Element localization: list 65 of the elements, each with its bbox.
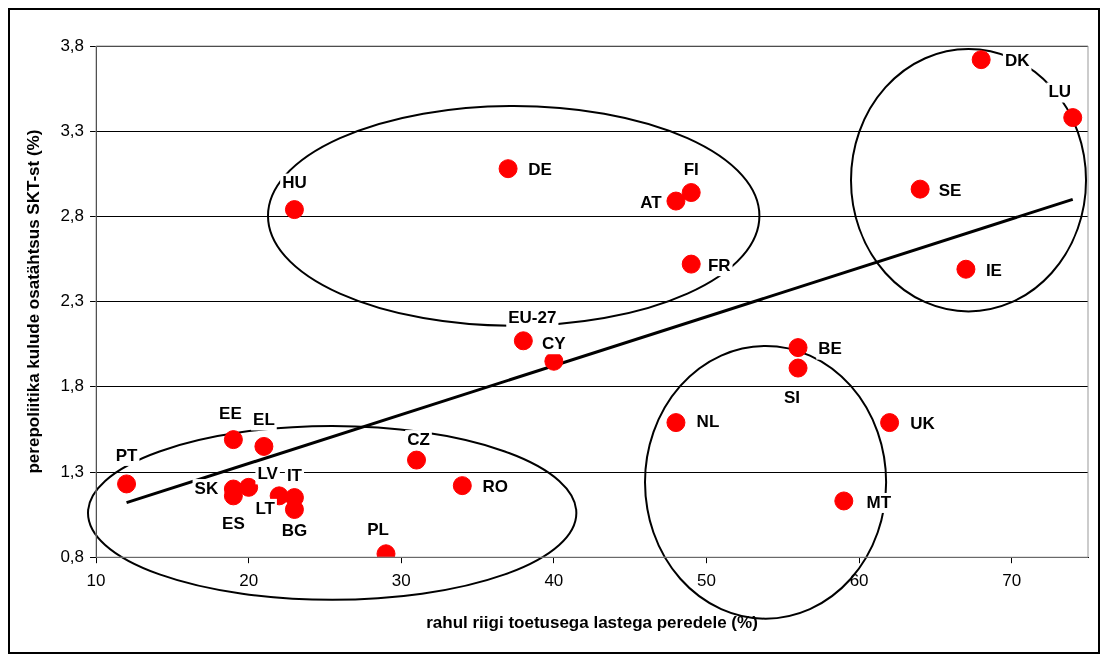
annotation: EU-27 <box>508 308 557 328</box>
annotation: CZ <box>407 429 430 449</box>
point <box>910 179 930 199</box>
point <box>254 436 274 456</box>
annotation: MT <box>866 492 892 512</box>
x-tick-label: 50 <box>697 571 716 591</box>
annotation: EL <box>253 410 275 430</box>
point <box>117 474 137 494</box>
point <box>513 331 533 351</box>
annotation: SE <box>938 180 962 200</box>
point <box>788 358 808 378</box>
annotation: PL <box>367 520 389 540</box>
point <box>498 159 518 179</box>
annotation: LV <box>257 464 279 484</box>
x-tick-label: 70 <box>1002 571 1022 591</box>
annotation: FR <box>707 255 731 275</box>
annotation: PT <box>115 445 139 465</box>
annotation: DE <box>528 160 552 180</box>
y-tick-label: 2,8 <box>60 206 85 226</box>
annotation: AT <box>640 192 663 212</box>
y-tick-label: 1,3 <box>60 461 85 481</box>
point <box>1063 108 1083 128</box>
x-axis-title: rahul riigi toetusega lastega peredele (%) <box>426 613 758 633</box>
annotation: ES <box>222 513 245 533</box>
point <box>284 200 304 220</box>
annotation: IT <box>286 466 303 486</box>
y-tick-label: 2,3 <box>60 291 85 311</box>
annotation: SI <box>784 387 801 407</box>
x-tick-label: 30 <box>391 571 411 591</box>
x-tick-label: 20 <box>239 571 259 591</box>
x-tick-label: 10 <box>86 571 106 591</box>
point <box>666 191 686 211</box>
annotation: DK <box>1004 51 1031 71</box>
x-tick-label: 40 <box>544 571 564 591</box>
point <box>971 50 991 70</box>
point <box>880 413 900 433</box>
annotation: BG <box>281 521 308 541</box>
point <box>834 491 854 511</box>
point <box>681 254 701 274</box>
point <box>956 259 976 279</box>
annotation: UK <box>910 414 936 434</box>
point <box>239 477 259 497</box>
point <box>681 183 701 203</box>
annotation: RO <box>482 477 509 497</box>
point <box>223 430 243 450</box>
annotation: IE <box>985 260 1002 280</box>
y-tick-label: 3,3 <box>60 120 85 140</box>
y-tick-label: 0,8 <box>60 546 85 566</box>
annotation: CY <box>542 333 567 353</box>
point <box>544 351 564 371</box>
y-tick-label: 3,8 <box>60 35 85 55</box>
annotation: LU <box>1048 82 1072 102</box>
annotation: FI <box>683 160 699 180</box>
point <box>666 413 686 433</box>
annotation: NL <box>696 412 720 432</box>
y-tick-label: 1,8 <box>60 376 85 396</box>
annotation: HU <box>282 173 307 193</box>
annotation: SK <box>194 478 219 498</box>
annotation: BE <box>818 339 842 359</box>
point <box>452 476 472 496</box>
point <box>788 338 808 358</box>
point <box>407 450 427 470</box>
annotation: LT <box>255 498 276 518</box>
annotation: EE <box>219 404 242 424</box>
y-axis-title: perepoliitika kulude osatähtsus SKT-st (%) <box>23 129 43 474</box>
